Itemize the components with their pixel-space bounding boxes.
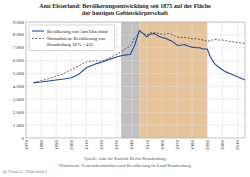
plot bbox=[26, 22, 245, 138]
legend-box bbox=[29, 25, 115, 51]
x-tick-label: 1970 bbox=[175, 140, 180, 151]
grid-line-x bbox=[146, 22, 147, 138]
grid-line-x bbox=[131, 22, 132, 138]
period-span bbox=[139, 22, 207, 138]
y-tick-label: 9.000 bbox=[13, 20, 25, 25]
title-line: der heutigen Gebietskörperschaft bbox=[82, 10, 168, 16]
x-tick-label: 1940 bbox=[129, 140, 134, 151]
grid-line-y bbox=[26, 112, 245, 113]
title-line: Amt Elsterland: Bevölkerungsentwicklung … bbox=[39, 3, 211, 9]
grid-line-x bbox=[237, 22, 238, 138]
grid-line-y bbox=[26, 125, 245, 126]
plot-area bbox=[26, 22, 245, 138]
grid-line-x bbox=[222, 22, 223, 138]
grid-line-y bbox=[26, 99, 245, 100]
grid-line-x bbox=[192, 22, 193, 138]
series-line bbox=[34, 32, 245, 82]
legend-label-line: Normalisierte Bevölkerung von bbox=[47, 36, 106, 41]
x-tick-label: 2010 bbox=[235, 140, 240, 151]
x-tick-label: 1980 bbox=[190, 140, 195, 151]
x-tick-label: 1910 bbox=[84, 140, 89, 151]
legend-label-line: Bevölkerung von Amt Elsterland bbox=[47, 29, 108, 34]
y-tick-label: 3.000 bbox=[13, 97, 25, 102]
x-tick-label: 1960 bbox=[160, 140, 165, 151]
x-tick-label: 1870 bbox=[24, 140, 29, 151]
series-line bbox=[34, 30, 245, 82]
legend-label-line: Brandenburg 1875 = 433 bbox=[47, 42, 94, 47]
grid-line-x bbox=[116, 22, 117, 138]
y-tick-label: 4.000 bbox=[13, 84, 25, 89]
x-tick-label: 1900 bbox=[69, 140, 74, 151]
legend-label: Normalisierte Bevölkerung vonBrandenburg… bbox=[47, 36, 106, 47]
legend-swatch bbox=[32, 30, 44, 31]
grid-line-y bbox=[26, 86, 245, 87]
footnote: Historische Gemeindestatistiken und Bevö… bbox=[59, 163, 191, 168]
x-tick-label: 1880 bbox=[39, 140, 44, 151]
grid bbox=[26, 22, 245, 138]
y-tick-label: 0 bbox=[22, 136, 25, 141]
y-tick-label: 5.000 bbox=[13, 71, 25, 76]
y-tick-label: 7.000 bbox=[13, 45, 25, 50]
y-tick-label: 6.000 bbox=[13, 58, 25, 63]
legend-label: Bevölkerung von Amt Elsterland bbox=[47, 29, 108, 34]
grid-line-x bbox=[161, 22, 162, 138]
legend: Bevölkerung von Amt Elsterland Normalisie… bbox=[29, 25, 115, 51]
y-tick-label: 1.000 bbox=[13, 123, 25, 128]
y-tick-label: 8.000 bbox=[13, 32, 25, 37]
y-tick-label: 2.000 bbox=[13, 110, 25, 115]
grid-line-x bbox=[207, 22, 208, 138]
plot-frame bbox=[26, 22, 245, 138]
chart: Amt Elsterland: Bevölkerungsentwicklung … bbox=[0, 0, 250, 177]
x-tick-label: 1950 bbox=[145, 140, 150, 151]
x-tick-label: 1890 bbox=[54, 140, 59, 151]
grid-line-y bbox=[26, 73, 245, 74]
x-tick-label: 1920 bbox=[99, 140, 104, 151]
x-tick-label: 2000 bbox=[220, 140, 225, 151]
x-tick-label: 1990 bbox=[205, 140, 210, 151]
footnote: Quelle: Amt für Statistik Berlin-Branden… bbox=[84, 156, 166, 161]
grid-line-x bbox=[177, 22, 178, 138]
x-tick-label: 1930 bbox=[114, 140, 119, 151]
author: by Florin G. / Elsterland 2 bbox=[3, 169, 47, 174]
legend-swatch bbox=[32, 38, 44, 39]
title: Amt Elsterland: Bevölkerungsentwicklung … bbox=[39, 3, 211, 16]
